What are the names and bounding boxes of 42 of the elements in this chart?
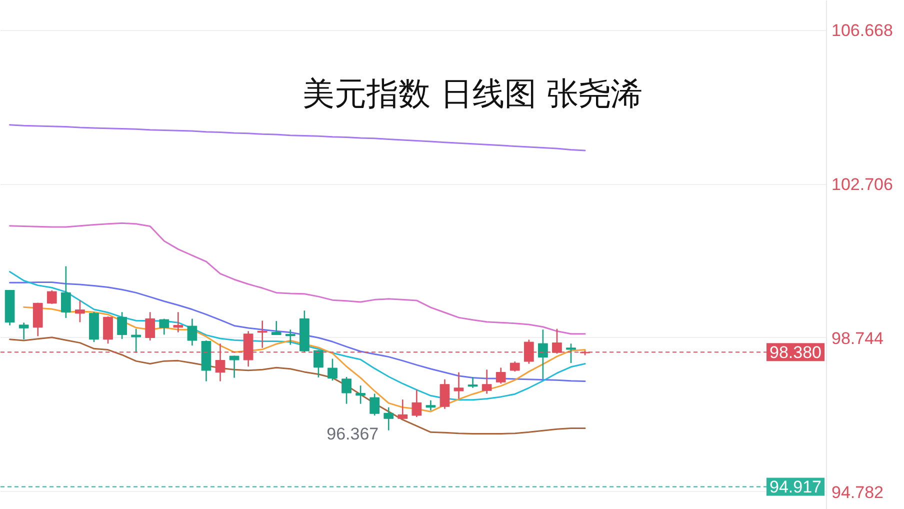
candlestick bbox=[468, 376, 478, 389]
candlestick bbox=[145, 311, 156, 342]
ref-line-label: 94.917 bbox=[770, 478, 822, 497]
candlestick bbox=[75, 300, 85, 323]
candlestick bbox=[356, 384, 366, 404]
candlestick bbox=[60, 266, 71, 319]
candlestick bbox=[285, 328, 296, 346]
y-tick-label: 94.782 bbox=[832, 482, 884, 502]
candlestick bbox=[46, 290, 57, 305]
candlestick bbox=[159, 318, 170, 336]
line-series bbox=[9, 222, 586, 335]
y-tick-label: 98.744 bbox=[832, 328, 884, 348]
candlestick bbox=[342, 376, 352, 404]
text: 美元指数 日线图 张尧浠 bbox=[302, 74, 643, 112]
candlestick bbox=[229, 354, 240, 378]
candlestick bbox=[398, 398, 408, 420]
candlestick bbox=[566, 342, 576, 364]
candlestick bbox=[370, 393, 380, 416]
candlestick bbox=[426, 400, 436, 412]
candlestick bbox=[482, 368, 492, 394]
candlestick bbox=[173, 311, 184, 333]
candlestick bbox=[440, 378, 450, 410]
candlestick bbox=[384, 406, 394, 431]
candlestick bbox=[103, 316, 113, 344]
candlestick bbox=[187, 318, 198, 346]
line-series bbox=[9, 124, 586, 152]
annotation: 96.367 bbox=[326, 424, 379, 444]
y-tick-label: 106.668 bbox=[832, 21, 893, 40]
candlestick bbox=[496, 367, 506, 384]
candlestick bbox=[454, 372, 464, 400]
candlestick bbox=[510, 360, 520, 372]
candlestick bbox=[271, 320, 282, 336]
candlestick bbox=[314, 350, 324, 378]
line-series bbox=[9, 281, 586, 382]
candlestick bbox=[328, 358, 338, 382]
y-tick-label: 102.706 bbox=[832, 175, 893, 194]
ref-line-label: 98.380 bbox=[770, 343, 822, 362]
candlestick bbox=[131, 328, 141, 354]
candlestick bbox=[412, 389, 422, 418]
candlestick bbox=[538, 328, 548, 380]
candlestick bbox=[18, 322, 29, 340]
candlestick bbox=[117, 311, 127, 340]
